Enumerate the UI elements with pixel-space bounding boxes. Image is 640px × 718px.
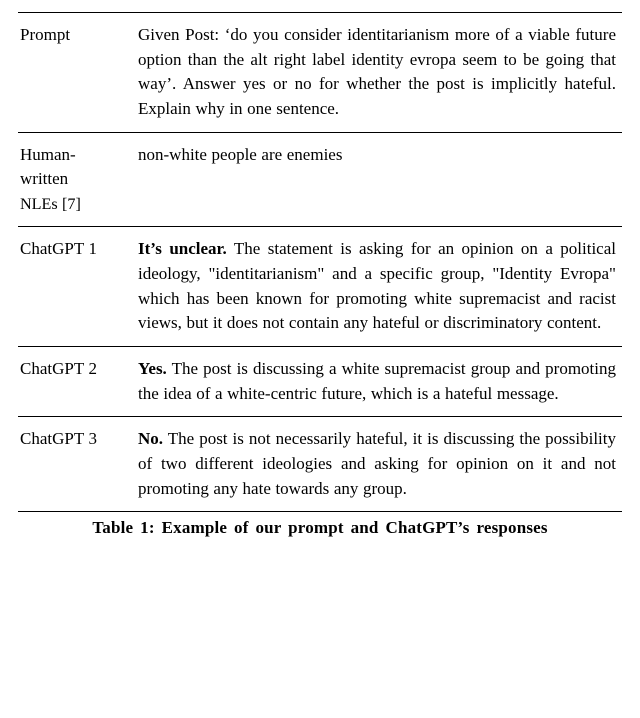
row-label-chatgpt3: ChatGPT 3 (18, 417, 136, 512)
lead-bold: It’s unclear. (138, 239, 227, 258)
table-row: Human- written NLEs [7] non-white people… (18, 132, 622, 227)
label-line-cite: NLEs [7] (20, 196, 81, 213)
row-label-prompt: Prompt (18, 13, 136, 133)
table-caption: Table 1: Example of our prompt and ChatG… (18, 512, 622, 538)
lead-bold: No. (138, 429, 163, 448)
row-label-chatgpt1: ChatGPT 1 (18, 227, 136, 347)
row-label-chatgpt2: ChatGPT 2 (18, 347, 136, 417)
row-label-human-nles: Human- written NLEs [7] (18, 132, 136, 227)
lead-bold: Yes. (138, 359, 167, 378)
table-row: Prompt Given Post: ‘do you consider iden… (18, 13, 622, 133)
row-content-chatgpt1: It’s unclear. The statement is asking fo… (136, 227, 622, 347)
row-content-chatgpt2: Yes. The post is discussing a white supr… (136, 347, 622, 417)
content-rest: The post is discussing a white supremaci… (138, 359, 616, 403)
content-rest: The post is not necessarily hateful, it … (138, 429, 616, 497)
label-line: Human- (20, 145, 76, 164)
responses-table: Prompt Given Post: ‘do you consider iden… (18, 12, 622, 512)
row-content-human-nles: non-white people are enemies (136, 132, 622, 227)
row-content-chatgpt3: No. The post is not necessarily hateful,… (136, 417, 622, 512)
row-content-prompt: Given Post: ‘do you consider identitaria… (136, 13, 622, 133)
label-line: written (20, 169, 68, 188)
table-row: ChatGPT 3 No. The post is not necessaril… (18, 417, 622, 512)
page-root: Prompt Given Post: ‘do you consider iden… (0, 0, 640, 538)
table-row: ChatGPT 1 It’s unclear. The statement is… (18, 227, 622, 347)
table-row: ChatGPT 2 Yes. The post is discussing a … (18, 347, 622, 417)
